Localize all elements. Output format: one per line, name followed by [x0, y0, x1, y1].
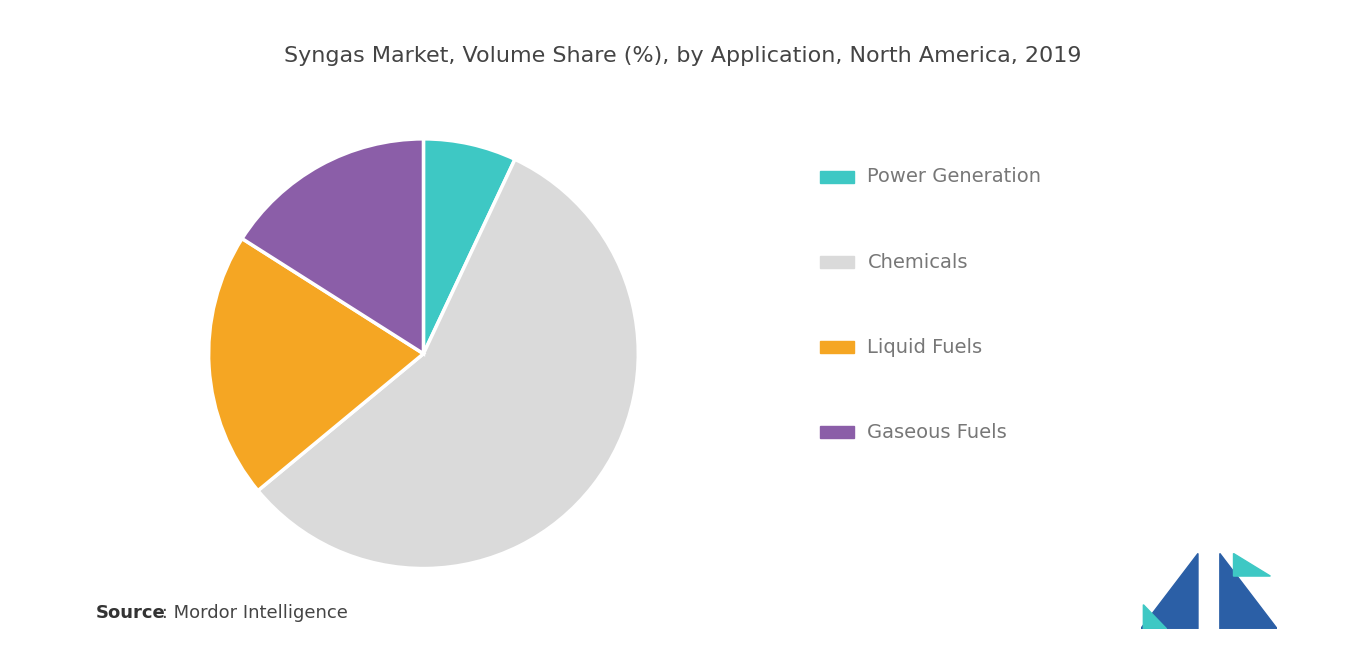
Text: Chemicals: Chemicals [867, 252, 968, 272]
Wedge shape [209, 238, 423, 491]
Polygon shape [1233, 553, 1270, 576]
Wedge shape [242, 139, 423, 354]
Text: Syngas Market, Volume Share (%), by Application, North America, 2019: Syngas Market, Volume Share (%), by Appl… [284, 46, 1082, 66]
Polygon shape [1141, 553, 1198, 629]
Text: Liquid Fuels: Liquid Fuels [867, 337, 982, 357]
Polygon shape [1143, 605, 1167, 629]
Text: : Mordor Intelligence: : Mordor Intelligence [156, 605, 347, 622]
Text: Source: Source [96, 605, 165, 622]
Wedge shape [258, 159, 638, 569]
Polygon shape [1220, 553, 1277, 629]
Text: Gaseous Fuels: Gaseous Fuels [867, 422, 1007, 442]
Wedge shape [423, 139, 515, 354]
Text: Power Generation: Power Generation [867, 167, 1041, 187]
